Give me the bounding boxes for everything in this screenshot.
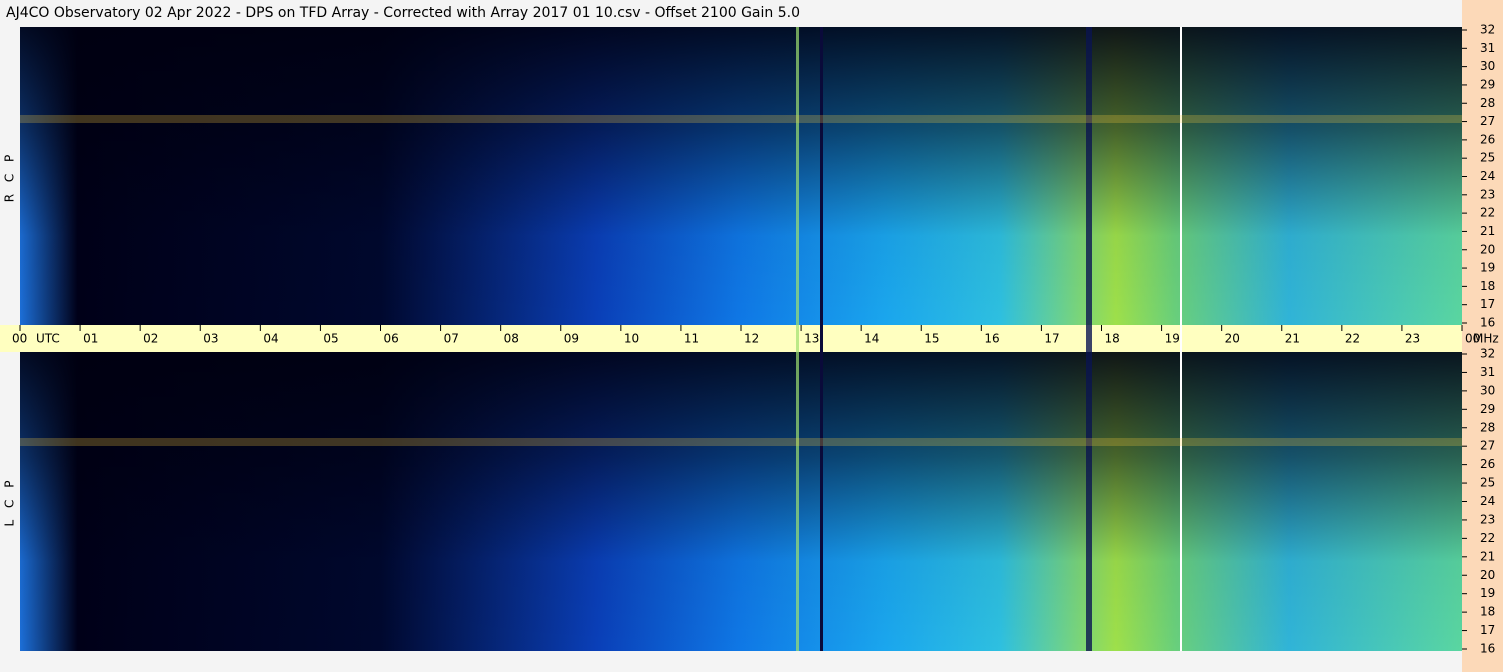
y-tick-label: 31 [1480, 41, 1495, 55]
interference-lines [20, 27, 1462, 651]
y-tick-label: 30 [1480, 383, 1495, 397]
rfi-band [20, 438, 1462, 446]
y-tick-label: 24 [1480, 494, 1495, 508]
x-tick-label: 16 [984, 332, 999, 346]
y-tick-label: 19 [1480, 261, 1495, 275]
y-tick-label: 28 [1480, 420, 1495, 434]
y-tick-label: 20 [1480, 568, 1495, 582]
x-tick-label: 08 [504, 332, 519, 346]
x-tick-label: 09 [564, 332, 579, 346]
y-tick-label: 18 [1480, 605, 1495, 619]
x-tick-label: 03 [203, 332, 218, 346]
rfi-line [1086, 27, 1092, 651]
y-tick-label: 25 [1480, 151, 1495, 165]
y-tick-label: 23 [1480, 512, 1495, 526]
x-tick-label: 23 [1405, 332, 1420, 346]
y-tick-label: 21 [1480, 224, 1495, 238]
x-tick-label: 06 [384, 332, 399, 346]
y-tick-label: 19 [1480, 586, 1495, 600]
x-tick-label: 11 [684, 332, 699, 346]
x-unit: UTC [36, 332, 60, 346]
time-axis-strip [0, 325, 1462, 352]
panel-lcp [20, 352, 1462, 651]
rfi-band [20, 115, 1462, 123]
x-tick-label: 13 [804, 332, 819, 346]
y-tick-label: 26 [1480, 132, 1495, 146]
x-tick-label: 18 [1105, 332, 1120, 346]
x-tick-label: 10 [624, 332, 639, 346]
y-tick-label: 18 [1480, 279, 1495, 293]
x-tick-label: 07 [444, 332, 459, 346]
x-tick-label: 22 [1345, 332, 1360, 346]
y-tick-label: 20 [1480, 242, 1495, 256]
x-tick-label: 15 [924, 332, 939, 346]
y-tick-label: 23 [1480, 187, 1495, 201]
x-tick-label: 14 [864, 332, 879, 346]
x-tick-label: 04 [263, 332, 278, 346]
y-tick-label: 29 [1480, 77, 1495, 91]
y-tick-label: 25 [1480, 476, 1495, 490]
frequency-axis-strip [1462, 0, 1503, 672]
x-tick-label: 20 [1225, 332, 1240, 346]
x-tick-label: 00 [12, 332, 27, 346]
rfi-line [820, 27, 823, 651]
y-tick-label: 26 [1480, 457, 1495, 471]
y-tick-label: 27 [1480, 439, 1495, 453]
x-tick-label: 12 [744, 332, 759, 346]
y-tick-label: 16 [1480, 316, 1495, 330]
y-tick-label: 27 [1480, 114, 1495, 128]
x-tick-label: 00 [1465, 332, 1480, 346]
x-tick-label: 05 [323, 332, 338, 346]
y-unit: MHz [1473, 332, 1499, 346]
panel-rcp [20, 27, 1462, 325]
y-tick-label: 22 [1480, 531, 1495, 545]
y-tick-label: 17 [1480, 623, 1495, 637]
panel-label: R C P [3, 151, 17, 203]
y-tick-label: 30 [1480, 59, 1495, 73]
y-tick-label: 32 [1480, 347, 1495, 361]
x-tick-label: 02 [143, 332, 158, 346]
x-tick-label: 01 [83, 332, 98, 346]
rfi-line [796, 27, 799, 651]
y-tick-label: 32 [1480, 23, 1495, 37]
panel-label: L C P [3, 477, 17, 527]
y-tick-label: 22 [1480, 206, 1495, 220]
x-tick-label: 19 [1165, 332, 1180, 346]
y-tick-label: 16 [1480, 642, 1495, 656]
spectrogram-shade [20, 27, 1462, 325]
rfi-line [1180, 27, 1182, 651]
y-tick-label: 17 [1480, 297, 1495, 311]
spectrogram-shade [20, 352, 1462, 651]
y-tick-label: 21 [1480, 549, 1495, 563]
chart-title: AJ4CO Observatory 02 Apr 2022 - DPS on T… [6, 5, 800, 21]
y-tick-label: 29 [1480, 402, 1495, 416]
x-tick-label: 21 [1285, 332, 1300, 346]
y-tick-label: 28 [1480, 96, 1495, 110]
x-tick-label: 17 [1044, 332, 1059, 346]
y-tick-label: 24 [1480, 169, 1495, 183]
y-tick-label: 31 [1480, 365, 1495, 379]
